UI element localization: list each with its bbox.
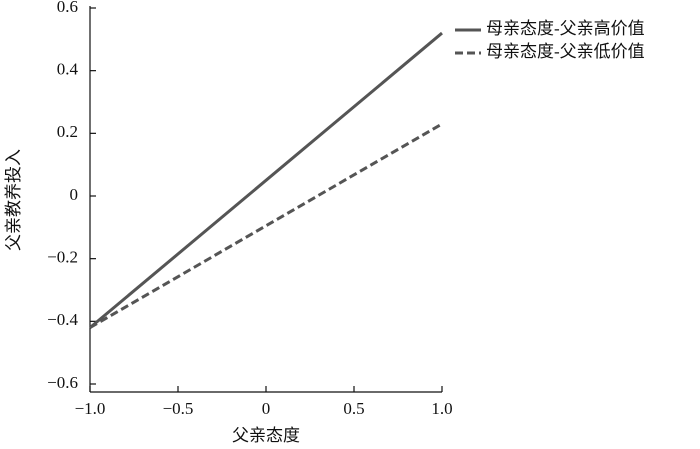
y-tick-label: 0.6 <box>57 0 78 16</box>
x-axis-label: 父亲态度 <box>232 426 300 445</box>
legend-label: 母亲态度-父亲高价值 <box>486 19 645 38</box>
y-tick-label: 0.2 <box>57 122 78 141</box>
x-tick-label: 1.0 <box>431 399 452 418</box>
x-tick-label: 0 <box>262 399 271 418</box>
x-tick-label: −0.5 <box>163 399 194 418</box>
legend-label: 母亲态度-父亲低价值 <box>486 42 645 61</box>
y-axis-label: 父亲教养投入 <box>4 149 23 251</box>
series-line <box>89 31 443 329</box>
y-tick-label: −0.6 <box>47 373 78 392</box>
x-tick-label: 0.5 <box>343 399 364 418</box>
y-tick-label: −0.4 <box>47 310 78 329</box>
x-tick-label: −1.0 <box>75 399 106 418</box>
y-tick-label: 0.4 <box>57 60 79 79</box>
y-tick-label: −0.2 <box>47 248 78 267</box>
series-line <box>89 122 443 329</box>
y-tick-label: 0 <box>70 185 79 204</box>
